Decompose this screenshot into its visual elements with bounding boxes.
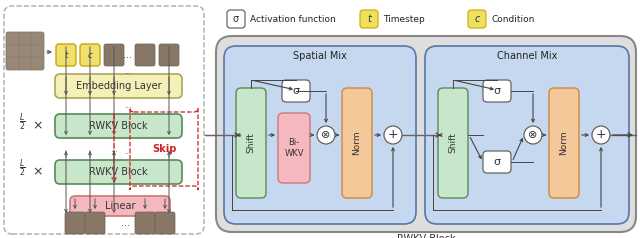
Text: +: +	[388, 129, 398, 142]
Text: ...: ...	[124, 148, 132, 157]
Text: ...: ...	[124, 66, 132, 75]
Text: Shift: Shift	[449, 133, 458, 154]
Text: ...: ...	[110, 144, 118, 154]
Text: ...: ...	[120, 218, 129, 228]
FancyBboxPatch shape	[360, 10, 378, 28]
FancyBboxPatch shape	[135, 44, 155, 66]
FancyBboxPatch shape	[278, 113, 310, 183]
Text: RWKV Block: RWKV Block	[397, 234, 455, 238]
FancyBboxPatch shape	[342, 88, 372, 198]
Text: $\frac{L}{2}$: $\frac{L}{2}$	[19, 157, 26, 179]
Text: σ: σ	[493, 86, 500, 96]
Text: σ: σ	[233, 14, 239, 24]
Text: ×: ×	[33, 119, 44, 133]
Text: ⊗: ⊗	[321, 130, 331, 140]
Text: Channel Mix: Channel Mix	[497, 51, 557, 61]
Text: Bi-
WKV: Bi- WKV	[284, 138, 304, 158]
Text: ⊗: ⊗	[528, 130, 538, 140]
Text: ×: ×	[33, 165, 44, 178]
Text: Linear: Linear	[105, 201, 135, 211]
FancyBboxPatch shape	[155, 212, 175, 234]
FancyBboxPatch shape	[425, 46, 629, 224]
Circle shape	[524, 126, 542, 144]
FancyBboxPatch shape	[55, 114, 182, 138]
FancyBboxPatch shape	[236, 88, 266, 198]
Text: c: c	[88, 50, 92, 60]
Circle shape	[317, 126, 335, 144]
Text: Embedding Layer: Embedding Layer	[76, 81, 161, 91]
FancyBboxPatch shape	[85, 212, 105, 234]
FancyBboxPatch shape	[282, 80, 310, 102]
Text: Skip: Skip	[152, 144, 176, 154]
FancyBboxPatch shape	[55, 74, 182, 98]
FancyBboxPatch shape	[483, 80, 511, 102]
FancyBboxPatch shape	[56, 44, 76, 66]
FancyBboxPatch shape	[468, 10, 486, 28]
Text: Norm: Norm	[559, 131, 568, 155]
Text: Norm: Norm	[353, 131, 362, 155]
Text: Condition: Condition	[492, 15, 536, 24]
FancyBboxPatch shape	[216, 36, 636, 232]
FancyBboxPatch shape	[159, 44, 179, 66]
Text: Activation function: Activation function	[250, 15, 336, 24]
FancyBboxPatch shape	[227, 10, 245, 28]
Text: σ: σ	[292, 86, 300, 96]
Text: t: t	[367, 14, 371, 24]
Text: ...: ...	[124, 50, 132, 60]
Text: RWKV Block: RWKV Block	[89, 121, 148, 131]
Text: +: +	[596, 129, 606, 142]
FancyBboxPatch shape	[483, 151, 511, 173]
Circle shape	[384, 126, 402, 144]
Circle shape	[592, 126, 610, 144]
Text: Shift: Shift	[246, 133, 255, 154]
FancyBboxPatch shape	[224, 46, 416, 224]
Text: RWKV Block: RWKV Block	[89, 167, 148, 177]
Text: $\frac{L}{2}$: $\frac{L}{2}$	[19, 111, 26, 133]
Text: ...: ...	[124, 101, 132, 110]
Text: Spatial Mix: Spatial Mix	[293, 51, 347, 61]
FancyBboxPatch shape	[70, 196, 170, 216]
Text: σ: σ	[493, 157, 500, 167]
Text: c: c	[474, 14, 480, 24]
Text: t: t	[65, 50, 68, 60]
FancyBboxPatch shape	[6, 32, 44, 70]
FancyBboxPatch shape	[549, 88, 579, 198]
FancyBboxPatch shape	[135, 212, 155, 234]
FancyBboxPatch shape	[65, 212, 85, 234]
Text: Timestep: Timestep	[383, 15, 425, 24]
FancyBboxPatch shape	[438, 88, 468, 198]
FancyBboxPatch shape	[80, 44, 100, 66]
FancyBboxPatch shape	[55, 160, 182, 184]
FancyBboxPatch shape	[104, 44, 124, 66]
